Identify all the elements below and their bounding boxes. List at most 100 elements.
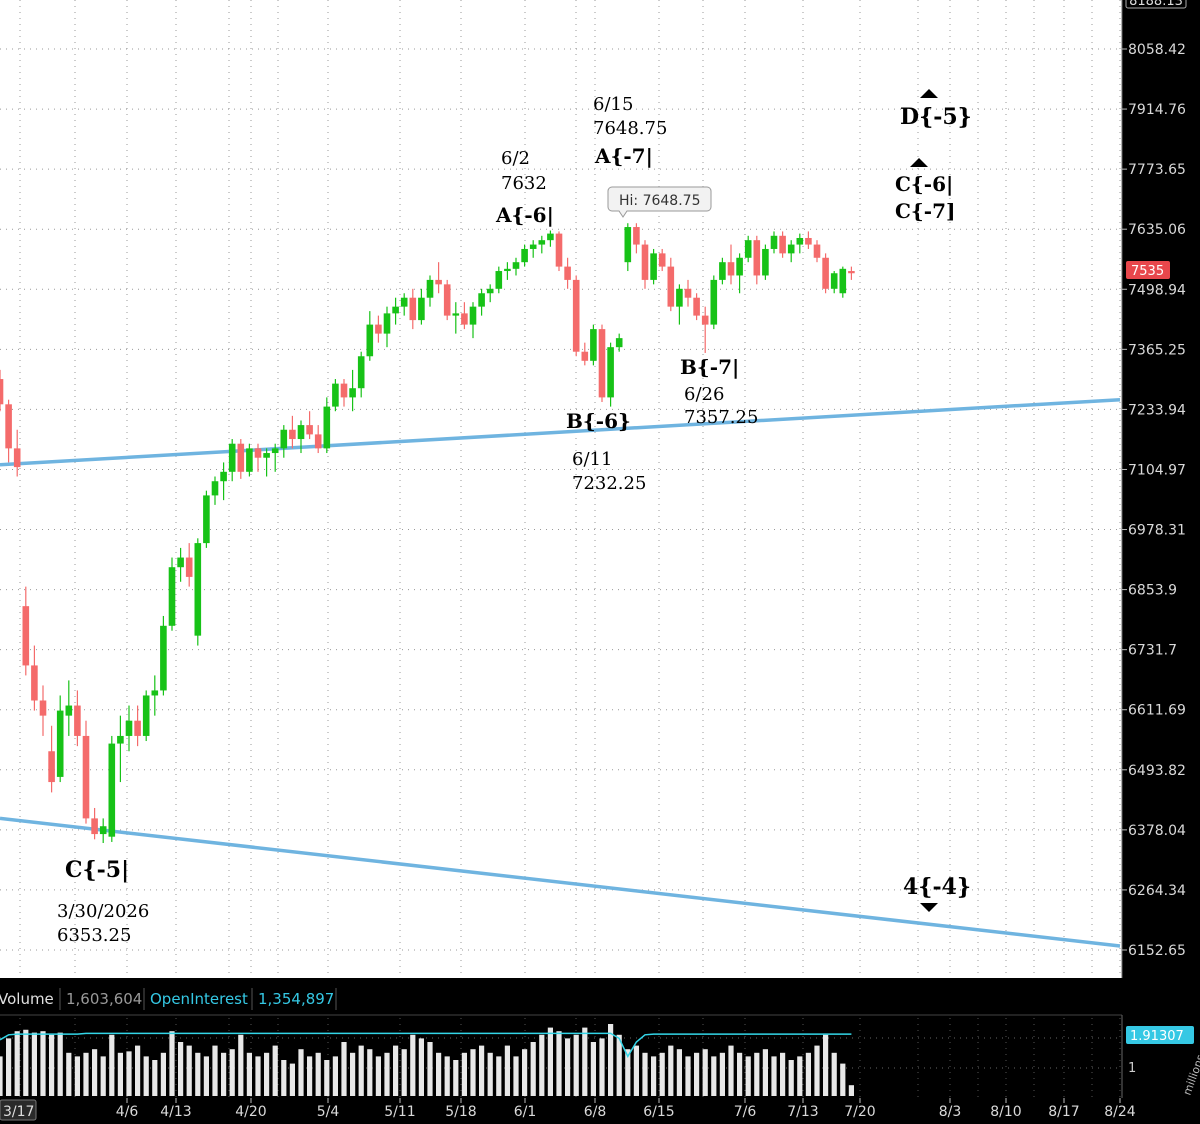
oi-value-tag-text: 1.91307: [1130, 1029, 1184, 1044]
volume-bar: [633, 1045, 639, 1096]
candle-body: [486, 288, 494, 294]
label-4-4: 4{-4}: [903, 874, 971, 900]
volume-bar: [186, 1045, 192, 1096]
candle-body: [796, 237, 804, 245]
candle-body: [306, 425, 313, 435]
volume-bar: [418, 1038, 424, 1096]
volume-bars: [0, 1024, 854, 1096]
hi-tooltip: Hi: 7648.75: [607, 186, 712, 218]
label-c6: C{-6|: [895, 172, 953, 196]
time-tick-label: 7/20: [844, 1104, 875, 1120]
price-tick-label: 6853.9: [1128, 583, 1177, 599]
volume-bar: [676, 1049, 682, 1096]
hi-tooltip-text: Hi: 7648.75: [619, 193, 700, 209]
time-tick-label: 5/18: [445, 1104, 476, 1120]
open-interest-line: [0, 1032, 852, 1058]
candle-body: [693, 297, 700, 316]
price-tick-label: 6611.69: [1128, 703, 1186, 719]
volume-bar: [401, 1049, 407, 1096]
candle-body: [185, 557, 193, 577]
price-tick-label: 6152.65: [1128, 943, 1186, 959]
candle-body: [435, 279, 442, 285]
volume-bar: [582, 1027, 588, 1096]
price-axis: 8058.42 7914.76 7773.65 7635.06 7498.94 7365.…: [1122, 42, 1186, 959]
price-tick-label: 8058.42: [1128, 42, 1186, 58]
volume-bar: [719, 1052, 725, 1096]
candle-body: [461, 313, 468, 325]
label-a6-date: 6/2: [501, 148, 530, 169]
time-tick-label: 4/20: [235, 1104, 266, 1120]
label-d5: D{-5}: [900, 104, 972, 130]
volume-header: Volume 1,603,604 OpenInterest 1,354,897: [0, 988, 337, 1010]
candle-body: [564, 266, 571, 280]
candle-body: [418, 297, 425, 321]
price-tick-label: 6978.31: [1128, 523, 1186, 539]
volume-bar: [762, 1049, 768, 1096]
up-arrow-icon: [920, 89, 938, 98]
open-interest-value: 1,354,897: [258, 990, 334, 1008]
open-interest-label: OpenInterest: [150, 990, 248, 1008]
time-tick-label: 8/17: [1048, 1104, 1079, 1120]
volume-bar: [384, 1052, 390, 1096]
chart-grid: [0, 0, 1122, 978]
candle-body: [684, 288, 692, 298]
volume-bar: [590, 1042, 596, 1096]
candle-body: [787, 244, 795, 254]
volume-bar: [332, 1056, 338, 1096]
candle-body: [641, 244, 649, 280]
candle-body: [650, 253, 657, 280]
candle-body: [375, 324, 382, 334]
candle-body: [633, 227, 640, 245]
volume-bar: [393, 1045, 399, 1096]
volume-bar: [788, 1060, 794, 1096]
candle-body: [91, 818, 98, 835]
volume-bar: [771, 1056, 777, 1096]
label-b6-date: 6/11: [572, 449, 612, 470]
label-b6-price: 7232.25: [572, 473, 646, 494]
candle-body: [323, 406, 331, 449]
label-a7-price: 7648.75: [593, 118, 667, 139]
volume-bar: [74, 1056, 80, 1096]
volume-bar: [203, 1056, 209, 1096]
candle-body: [13, 448, 21, 468]
volume-bar: [40, 1031, 46, 1096]
candle-body: [297, 425, 305, 440]
volume-bar: [100, 1056, 106, 1096]
volume-bar: [522, 1049, 528, 1096]
candle-body: [719, 262, 726, 280]
candle-body: [392, 306, 399, 314]
time-tick-label: 8/24: [1104, 1104, 1136, 1120]
candle-body: [56, 710, 64, 777]
volume-bar: [298, 1049, 304, 1096]
time-axis-start-box: [0, 1099, 37, 1121]
volume-bar: [49, 1034, 55, 1096]
label-a6-price: 7632: [501, 173, 547, 194]
volume-bar: [547, 1027, 553, 1096]
time-tick-label: 8/3: [939, 1104, 962, 1120]
candle-body: [443, 284, 451, 316]
candle-body: [753, 240, 761, 276]
volume-bar: [642, 1052, 648, 1096]
candle-body: [211, 481, 219, 496]
candle-body: [409, 297, 417, 321]
candle-body: [830, 273, 838, 289]
candle-body: [529, 244, 537, 249]
price-tick-label: 7104.97: [1128, 462, 1186, 478]
wave-annotations: C{-5| 3/30/2026 6353.25 6/2 7632 A{-6| 6…: [57, 94, 972, 946]
candle-body: [65, 705, 73, 716]
candle-body: [203, 495, 210, 544]
volume-bar: [238, 1034, 244, 1096]
volume-bar: [31, 1032, 37, 1096]
volume-bar: [375, 1056, 381, 1096]
candle-body: [383, 313, 391, 334]
candle-body: [220, 471, 227, 482]
candle-body: [271, 448, 279, 454]
candle-body: [658, 253, 666, 267]
trendline: [0, 816, 1121, 948]
oi-value-tag: [1126, 1026, 1194, 1044]
candle-body: [624, 227, 632, 263]
up-arrow-icon: [910, 158, 928, 167]
candle-body: [177, 557, 184, 568]
candle-body: [314, 434, 322, 449]
